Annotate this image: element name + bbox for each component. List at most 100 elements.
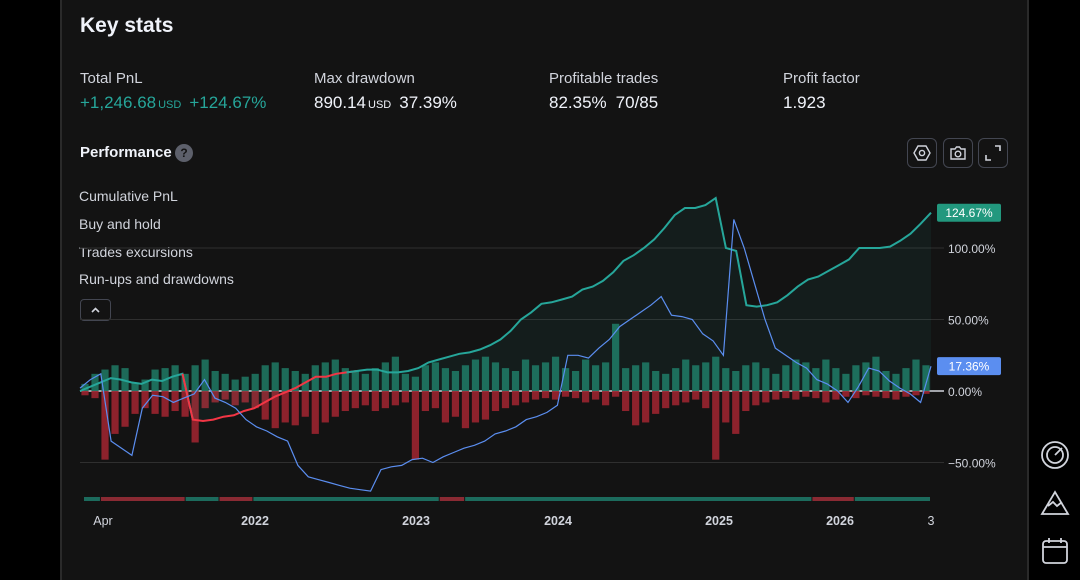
excursion-down-bar [341,391,349,412]
drawdown-segment [439,497,465,501]
camera-icon [950,146,966,160]
excursion-down-bar [161,391,169,417]
excursion-up-bar [672,368,680,391]
excursion-down-bar [421,391,430,412]
stat-total-pnl: Total PnL +1,246.68 USD +124.67% [80,70,266,113]
excursion-down-bar [481,391,490,420]
cumulative-last-value: 124.67% [945,206,993,220]
excursion-up-bar [191,365,199,391]
excursion-down-bar [451,391,460,417]
excursion-up-bar [812,368,820,391]
excursion-up-bar [632,365,640,391]
y-tick-label: −50.00% [948,457,996,471]
excursion-up-bar [792,359,800,391]
legend-runups-drawdowns[interactable]: Run-ups and drawdowns [79,271,234,287]
excursion-down-bar [632,391,640,426]
excursion-down-bar [361,391,369,406]
x-tick-label: 2024 [544,514,572,528]
excursion-up-bar [602,362,610,391]
cumulative-pnl-line [79,372,194,420]
gauge-icon[interactable] [1040,440,1070,470]
excursion-down-bar [852,391,860,399]
excursion-down-bar [271,391,279,429]
excursion-down-bar [662,391,670,409]
excursion-up-bar [662,373,670,391]
buy-hold-last-value: 17.36% [949,360,990,374]
run-up-segment [854,497,930,501]
excursion-up-bar [331,359,339,391]
excursion-up-bar [91,373,99,391]
excursion-up-bar [351,370,359,391]
calendar-icon[interactable] [1040,536,1070,566]
stat-value: +1,246.68 USD +124.67% [80,93,266,113]
legend-buy-and-hold[interactable]: Buy and hold [79,216,161,232]
excursion-up-bar [221,373,229,391]
excursion-up-bar [481,356,490,391]
excursion-up-bar [832,368,840,391]
excursion-up-bar [361,373,369,391]
drawdown-segment [219,497,253,501]
excursion-down-bar [81,391,89,396]
excursion-down-bar [511,391,520,406]
excursion-down-bar [842,391,850,397]
excursion-down-bar [772,391,780,400]
excursion-up-bar [421,365,430,391]
excursion-down-bar [822,391,830,403]
excursion-up-bar [231,379,239,391]
excursion-down-bar [231,391,239,406]
fullscreen-button[interactable] [978,138,1008,168]
stat-amount: +1,246.68 [80,93,157,112]
legend-cumulative-pnl[interactable]: Cumulative PnL [79,188,178,204]
excursion-down-bar [692,391,700,400]
stat-value: 1.923 [783,93,826,112]
excursion-up-bar [431,362,440,391]
screenshot-button[interactable] [943,138,973,168]
key-stats-panel [62,0,1028,580]
excursion-up-bar [451,370,460,391]
y-tick-label: 50.00% [948,314,989,328]
excursion-down-bar [281,391,289,423]
excursion-up-bar [471,359,480,391]
stat-value: 890.14 USD 37.39% [314,93,457,113]
excursion-down-bar [592,391,600,400]
help-icon[interactable]: ? [175,144,193,162]
excursion-up-bar [211,370,219,391]
x-tick-label: 2026 [826,514,854,528]
excursion-up-bar [882,370,890,391]
y-tick-label: 0.00% [948,385,982,399]
excursion-down-bar [501,391,510,409]
settings-button[interactable] [907,138,937,168]
excursion-down-bar [121,391,129,427]
excursion-up-bar [561,368,570,391]
excursion-up-bar [682,359,690,391]
excursion-down-bar [191,391,199,443]
collapse-legend-button[interactable] [80,299,111,321]
excursion-down-bar [261,391,269,420]
cumulative-pnl-area [80,198,931,421]
excursion-up-bar [842,373,850,391]
excursion-up-bar [201,359,209,391]
excursion-up-bar [732,370,740,391]
excursion-up-bar [612,323,620,391]
stat-amount: 890.14 [314,93,366,112]
excursion-down-bar [541,391,550,399]
excursion-down-bar [351,391,359,409]
excursion-up-bar [782,365,790,391]
stat-label: Total PnL [80,70,143,87]
stat-unit: USD [368,99,392,111]
excursion-up-bar [401,373,409,391]
excursion-down-bar [461,391,470,429]
panel-right-border [1027,0,1029,580]
excursion-down-bar [682,391,690,403]
excursion-up-bar [622,368,630,391]
mountain-chart-icon[interactable] [1040,488,1070,518]
excursion-down-bar [331,391,339,417]
stat-profit-factor: Profit factor 1.923 [783,70,860,113]
excursion-up-bar [121,368,129,391]
run-up-segment [84,497,100,501]
x-tick-label: 2022 [241,514,269,528]
excursion-down-bar [211,391,219,403]
excursion-down-bar [561,391,570,397]
x-tick-label: 3 [928,514,935,528]
